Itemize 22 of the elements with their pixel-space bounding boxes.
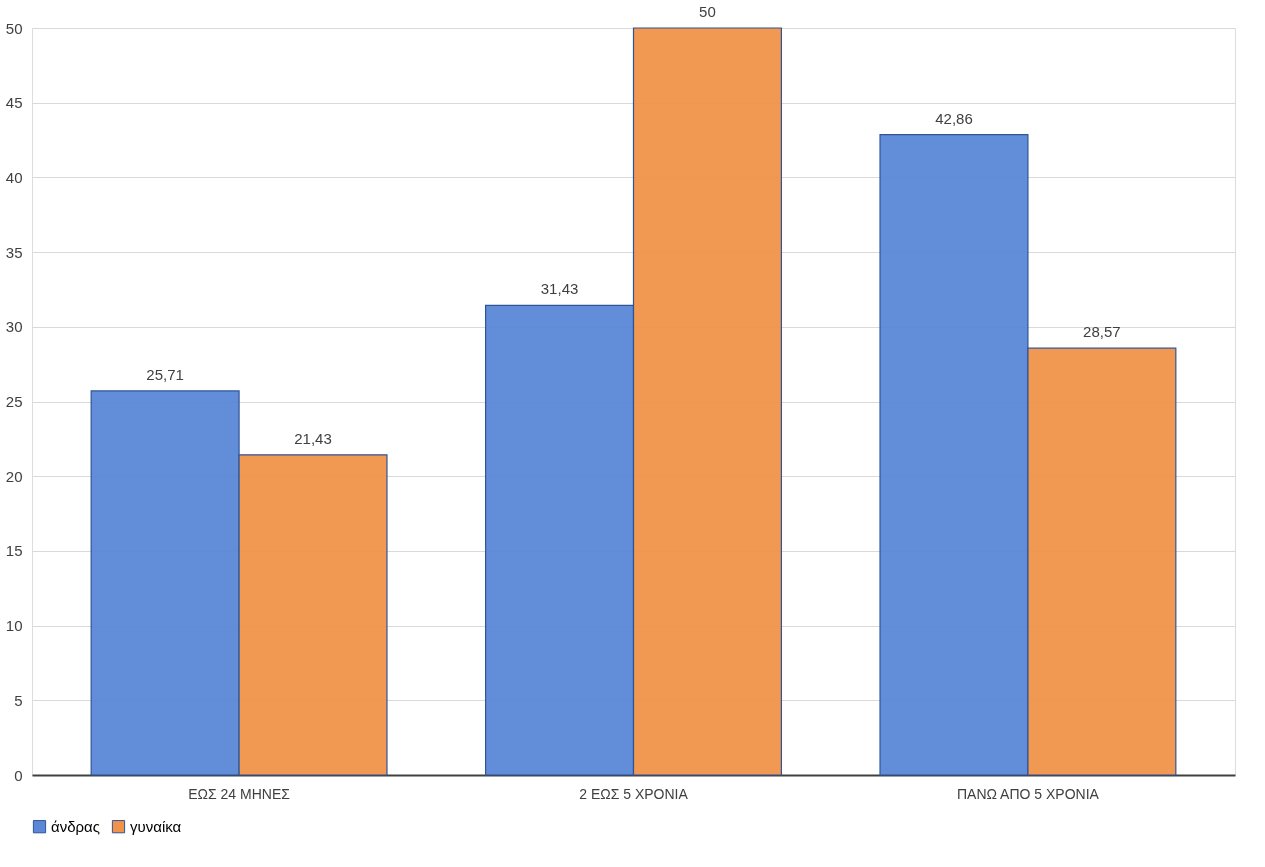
x-tick-label: 2 ΕΩΣ 5 ΧΡΟΝΙΑ (579, 785, 689, 802)
y-tick-label: 25 (5, 393, 23, 410)
data-label: 31,43 (540, 280, 579, 298)
data-label: 25,71 (146, 365, 184, 383)
y-tick-label: 30 (5, 318, 23, 336)
data-label: 50 (699, 3, 716, 20)
data-label: 21,43 (294, 429, 332, 447)
y-tick-label: 15 (5, 542, 23, 560)
y-tick-label: 40 (5, 168, 23, 186)
x-tick-label: ΕΩΣ 24 ΜΗΝΕΣ (188, 785, 291, 802)
legend-label: γυναίκα (130, 817, 182, 835)
data-label: 28,57 (1083, 323, 1121, 341)
y-tick-label: 0 (14, 766, 23, 784)
y-tick-label: 45 (5, 94, 23, 112)
y-tick-label: 20 (5, 467, 23, 485)
y-tick-label: 5 (14, 691, 23, 709)
y-tick-label: 35 (5, 243, 23, 261)
data-label: 42,86 (935, 109, 973, 127)
y-tick-label: 10 (5, 617, 23, 635)
y-tick-label: 50 (5, 19, 23, 37)
x-tick-label: ΠΑΝΩ ΑΠΟ 5 ΧΡΟΝΙΑ (956, 785, 1100, 802)
legend-label: άνδρας (51, 817, 100, 835)
